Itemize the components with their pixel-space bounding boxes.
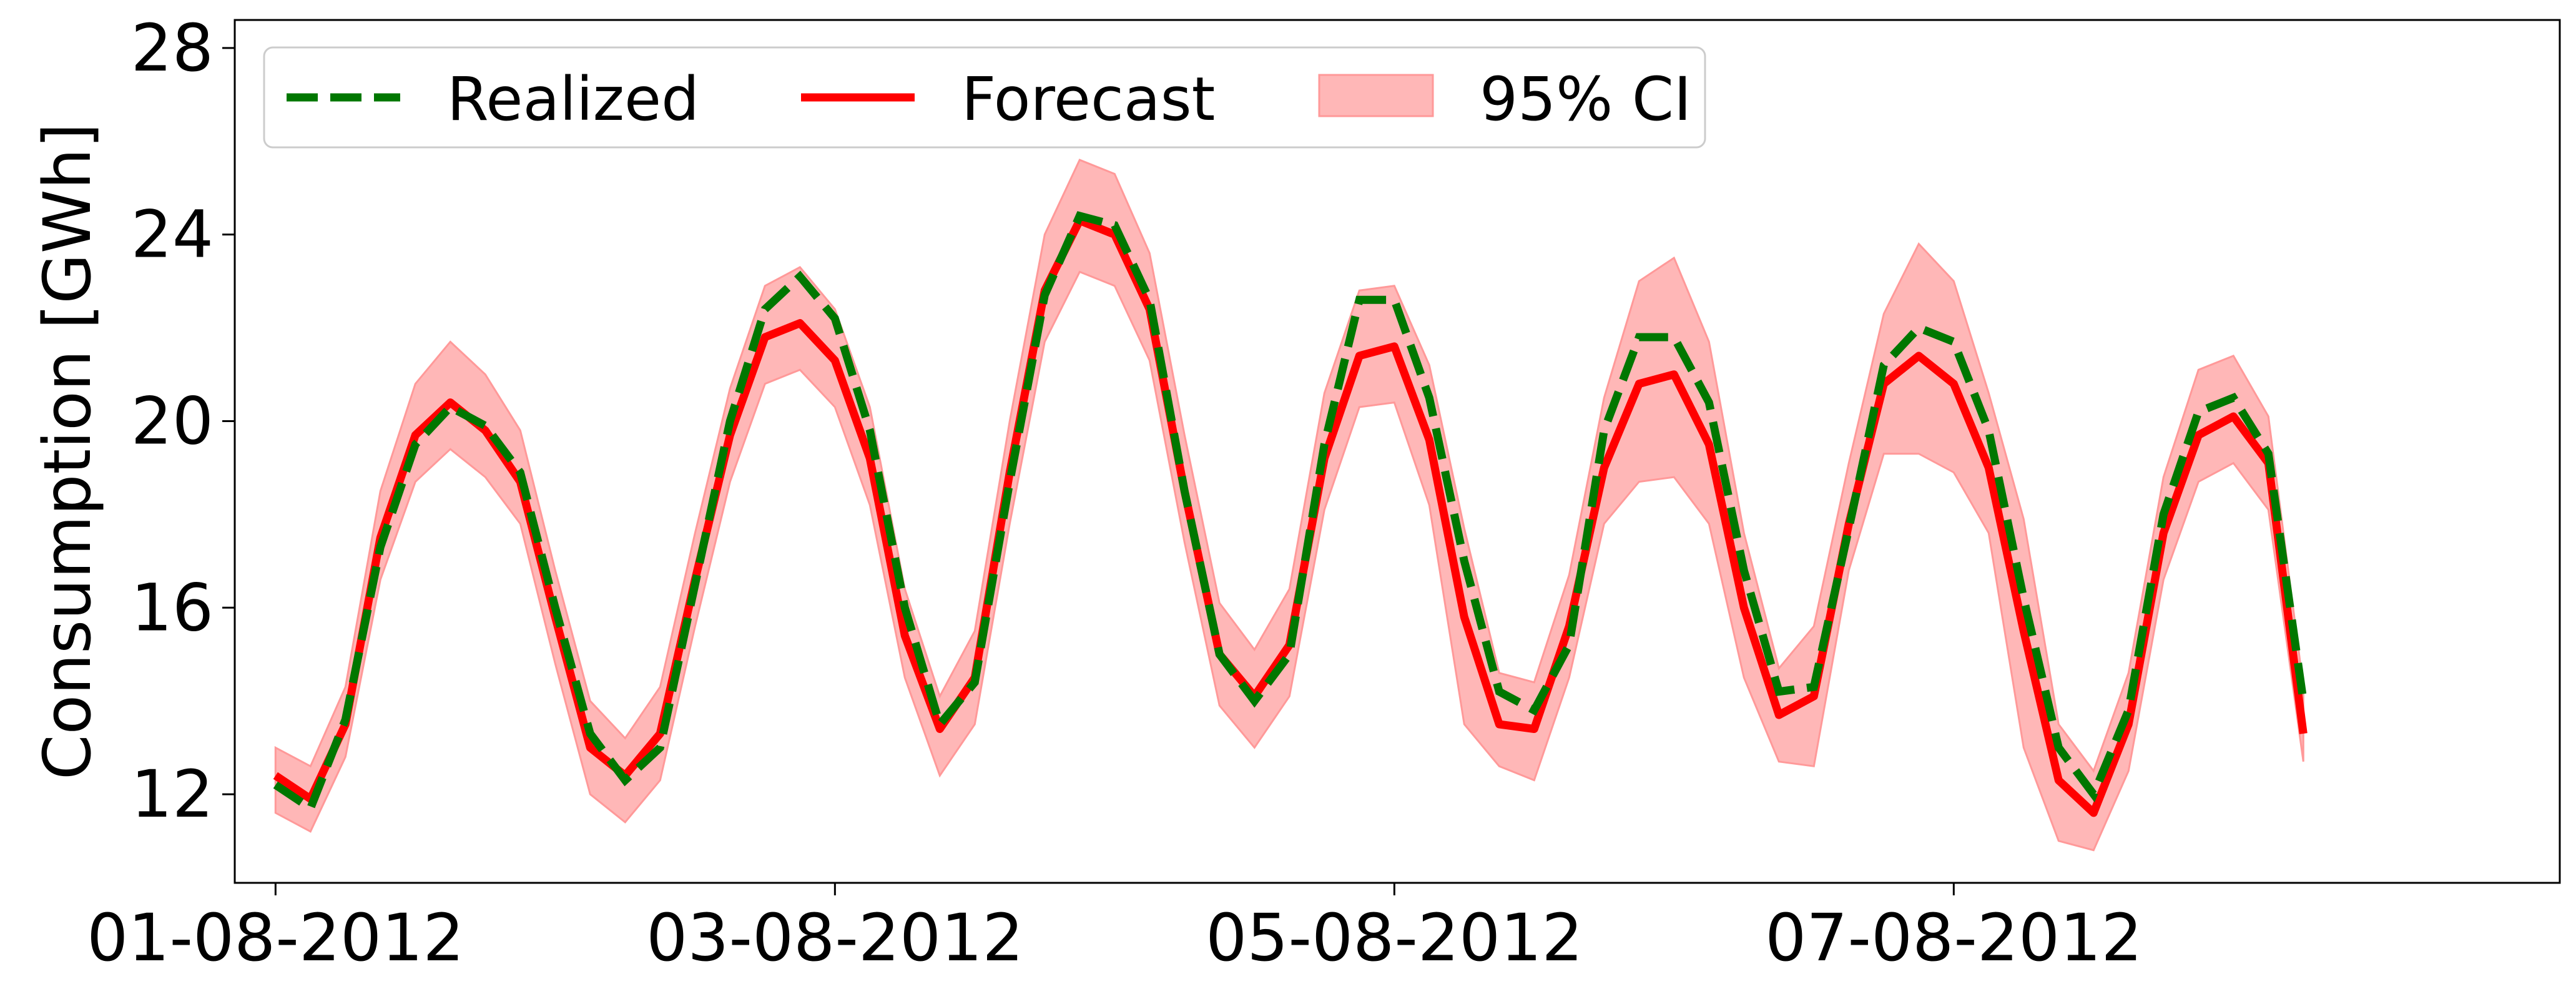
y-tick-label: 12 [131,756,214,832]
legend-ci-label: 95% CI [1480,64,1691,134]
x-tick-label: 01-08-2012 [87,900,464,976]
realized-line [273,211,2308,815]
legend-frame [263,46,1706,149]
x-tick-label: 03-08-2012 [646,900,1023,976]
legend-realized-label: Realized [447,64,699,134]
axis-ticks: 12 16 20 24 28 01-08-2012 03-08-2012 05-08-2012… [87,10,2142,976]
y-tick-label: 24 [131,197,214,273]
y-axis-label: Consumption [GWh] [29,123,106,780]
legend-forecast-label: Forecast [961,64,1215,134]
plot-area [273,159,2308,852]
y-tick-label: 28 [131,10,214,86]
forecast-line [273,216,2308,817]
y-tick-label: 16 [131,569,214,646]
axes-frame [234,19,2561,884]
x-tick-label: 07-08-2012 [1765,900,2142,976]
x-tick-label: 05-08-2012 [1206,900,1583,976]
legend-ci-swatch [1318,74,1434,117]
legend: Realized Forecast 95% CI [263,46,1706,149]
y-tick-label: 20 [131,383,214,459]
